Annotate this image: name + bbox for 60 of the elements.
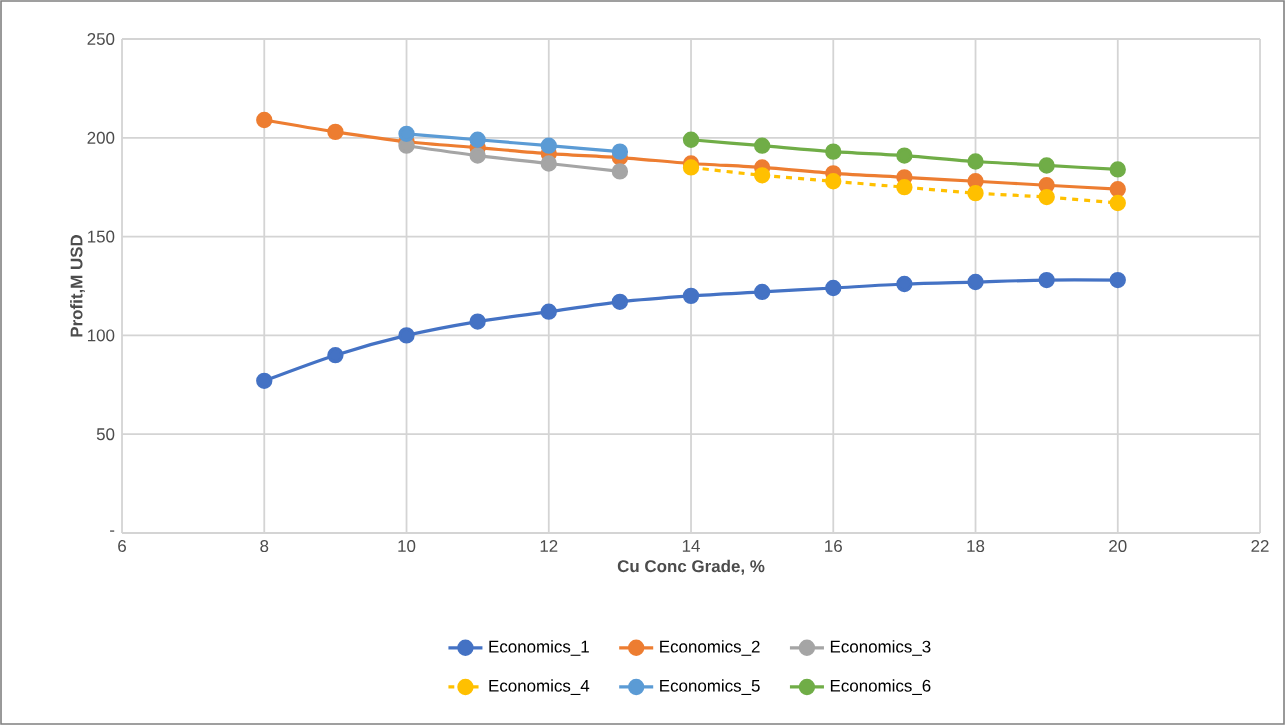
y-tick-label: 250 xyxy=(87,33,115,45)
point xyxy=(611,143,629,160)
y-tick-label: 200 xyxy=(87,131,115,144)
y-tick-label: 50 xyxy=(96,428,115,441)
point xyxy=(256,372,273,390)
point xyxy=(1109,194,1126,212)
point xyxy=(896,275,913,293)
x-tick-label: 6 xyxy=(118,540,126,553)
x-tick-label: 12 xyxy=(540,540,558,552)
point xyxy=(540,155,557,172)
y-axis-title: Profit,M USD xyxy=(70,234,85,337)
point xyxy=(896,179,913,196)
point xyxy=(896,147,913,164)
point xyxy=(967,184,984,202)
y-tick-label: - xyxy=(110,530,115,532)
point xyxy=(1109,180,1126,198)
point xyxy=(540,303,557,320)
point xyxy=(825,279,842,297)
legend-label: Economics_1 xyxy=(489,640,589,656)
legend-label: Economics_6 xyxy=(830,679,931,695)
x-tick-label: 10 xyxy=(398,540,416,553)
point xyxy=(753,283,771,301)
point xyxy=(398,125,415,143)
point xyxy=(1109,161,1126,178)
point xyxy=(825,173,842,190)
point xyxy=(469,313,486,330)
point xyxy=(753,167,771,184)
point xyxy=(256,111,273,129)
x-tick-label: 20 xyxy=(1109,540,1127,553)
point xyxy=(753,137,771,154)
y-tick-label: 100 xyxy=(88,329,115,342)
x-tick-label: 14 xyxy=(682,540,700,552)
x-tick-label: 22 xyxy=(1251,540,1269,552)
legend-label: Economics_3 xyxy=(830,640,931,656)
y-tick-label: 150 xyxy=(88,230,115,243)
point xyxy=(327,123,344,141)
x-tick-label: 18 xyxy=(967,540,985,553)
x-tick-label: 16 xyxy=(825,540,842,553)
point xyxy=(825,143,842,160)
legend-label: Economics_5 xyxy=(660,679,760,695)
point xyxy=(611,163,629,180)
point xyxy=(469,131,486,148)
point xyxy=(682,131,700,148)
x-tick-label: 8 xyxy=(260,540,269,553)
point xyxy=(967,153,984,170)
point xyxy=(1038,157,1055,174)
legend-label: Economics_2 xyxy=(660,640,760,656)
point xyxy=(682,159,700,176)
point xyxy=(967,273,984,291)
point xyxy=(469,147,486,164)
point xyxy=(398,327,415,344)
legend-label: Economics_4 xyxy=(489,679,590,695)
x-axis-title: Cu Conc Grade, % xyxy=(617,559,765,575)
point xyxy=(1109,271,1126,289)
point xyxy=(611,293,629,310)
point xyxy=(682,287,700,305)
point xyxy=(1038,271,1055,289)
point xyxy=(540,137,557,154)
point xyxy=(1038,188,1055,206)
point xyxy=(327,346,344,364)
